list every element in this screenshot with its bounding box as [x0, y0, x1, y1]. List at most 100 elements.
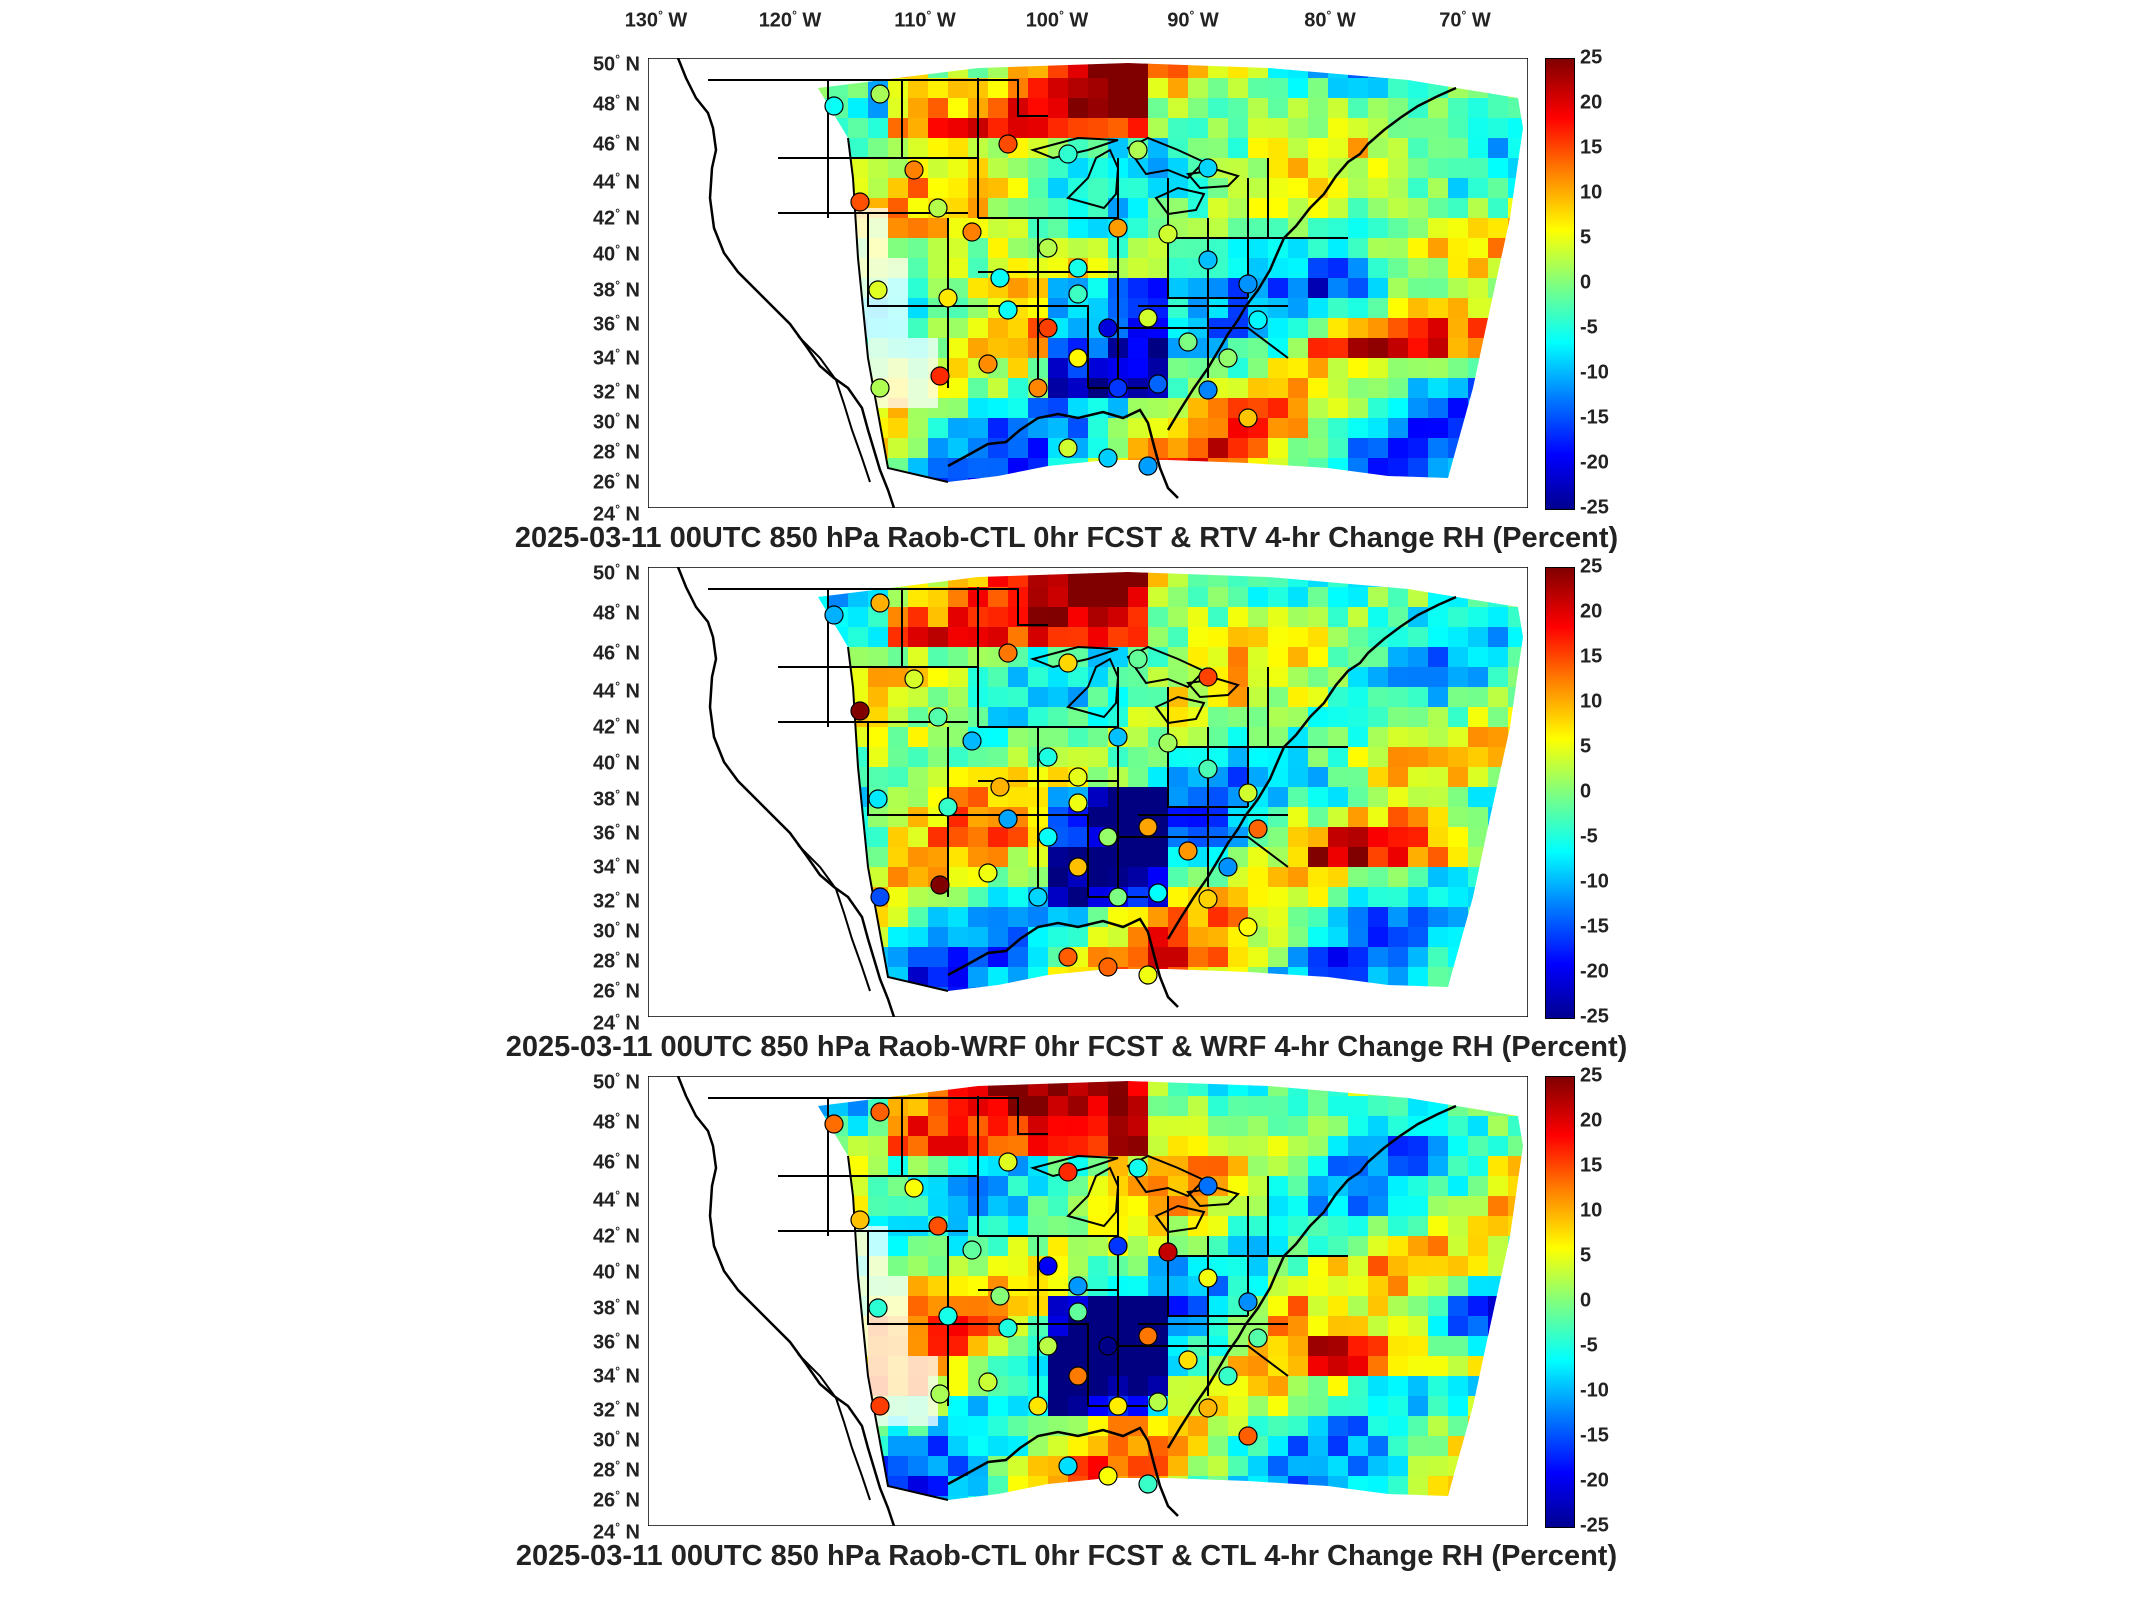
field-cell: [1368, 1176, 1389, 1197]
field-cell: [1088, 767, 1109, 788]
field-cell: [1468, 647, 1489, 668]
field-cell: [1148, 1216, 1169, 1237]
field-cell: [1088, 707, 1109, 728]
field-cell: [1368, 647, 1389, 668]
field-cell: [1328, 1096, 1349, 1117]
field-cell: [1088, 1096, 1109, 1117]
field-cell: [1128, 727, 1149, 748]
state-boundary: [867, 722, 978, 816]
field-cell: [1268, 158, 1289, 179]
field-cell: [1348, 1296, 1369, 1317]
field-cell: [888, 238, 909, 259]
field-cell: [1208, 807, 1229, 828]
field-cell: [1408, 1436, 1429, 1457]
field-cell: [1268, 218, 1289, 239]
field-cell: [988, 847, 1009, 868]
field-cell: [1188, 1416, 1209, 1437]
field-cell: [1488, 178, 1509, 199]
field-cell: [1208, 63, 1229, 79]
field-cell: [1368, 1216, 1389, 1237]
field-cell: [948, 78, 969, 99]
field-cell: [1008, 1356, 1029, 1377]
field-cell: [1188, 218, 1209, 239]
field-cell: [1108, 587, 1129, 608]
field-cell: [1448, 867, 1469, 888]
field-cell: [908, 1236, 929, 1257]
field-cell: [1188, 398, 1209, 419]
field-cell: [908, 278, 929, 299]
field-cell: [1328, 947, 1349, 968]
field-cell: [1128, 927, 1149, 948]
field-cell: [1468, 238, 1489, 259]
field-cell: [1108, 118, 1129, 139]
field-cell: [1268, 1156, 1289, 1177]
field-cell: [1228, 887, 1249, 908]
field-cell: [1148, 667, 1169, 688]
field-cell: [928, 1156, 949, 1177]
field-cell: [1288, 927, 1309, 948]
field-cell: [1408, 318, 1429, 339]
state-boundary: [1118, 1345, 1289, 1377]
field-cell: [928, 1176, 949, 1197]
field-cell: [1048, 667, 1069, 688]
field-cell: [1408, 1256, 1429, 1277]
field-cell: [1328, 218, 1349, 239]
field-cell: [1068, 907, 1089, 928]
field-cell: [1388, 158, 1409, 179]
field-cell: [908, 118, 929, 139]
field-cell: [1128, 78, 1149, 99]
field-cell: [988, 1136, 1009, 1157]
field-cell: [1288, 1316, 1309, 1337]
field-cell: [888, 1096, 909, 1117]
field-cell: [1428, 418, 1449, 439]
field-cell: [908, 727, 929, 748]
colorbar-tick-label: 15: [1580, 645, 1603, 668]
field-cell: [1408, 78, 1429, 99]
field-cell: [1128, 63, 1149, 79]
field-cell: [1348, 298, 1369, 319]
field-cell: [1348, 1196, 1369, 1217]
field-cell: [1308, 318, 1329, 339]
field-cell: [1228, 747, 1249, 768]
latitude-label: 36° N: [592, 312, 640, 336]
field-cell: [1088, 1436, 1109, 1457]
field-cell: [1268, 927, 1289, 948]
field-cell: [968, 1476, 989, 1497]
field-cell: [1368, 1196, 1389, 1217]
field-cell: [928, 458, 949, 479]
field-cell: [1328, 338, 1349, 359]
field-cell: [1068, 607, 1089, 628]
field-cell: [1008, 378, 1029, 399]
raob-station-marker: [870, 1396, 890, 1416]
colorbar-tick-label: -25: [1580, 1514, 1609, 1537]
field-cell: [1168, 1396, 1189, 1417]
field-cell: [1048, 78, 1069, 99]
field-cell: [1488, 198, 1509, 219]
field-cell: [1228, 647, 1249, 668]
field-cell: [1008, 667, 1029, 688]
field-cell: [888, 767, 909, 788]
field-cell: [1168, 1376, 1189, 1397]
field-cell: [1408, 1476, 1429, 1497]
field-cell: [988, 398, 1009, 419]
field-cell: [1368, 1136, 1389, 1157]
field-cell: [888, 727, 909, 748]
field-cell: [1268, 827, 1289, 848]
raob-station-marker: [1198, 1268, 1218, 1288]
field-cell: [1448, 787, 1469, 808]
field-cell: [1348, 258, 1369, 279]
field-cell: [1428, 787, 1449, 808]
field-cell: [1428, 1416, 1449, 1437]
field-cell: [908, 98, 929, 119]
field-cell: [1428, 887, 1449, 908]
field-cell: [1428, 647, 1449, 668]
field-cell: [988, 1356, 1009, 1377]
field-cell: [1368, 1096, 1389, 1117]
colorbar-tick-label: 5: [1580, 735, 1592, 758]
field-cell: [848, 98, 869, 119]
field-cell: [888, 138, 909, 159]
field-cell: [1288, 1216, 1309, 1237]
field-cell: [1408, 947, 1429, 968]
field-cell: [1448, 1236, 1469, 1257]
field-cell: [868, 1196, 889, 1217]
